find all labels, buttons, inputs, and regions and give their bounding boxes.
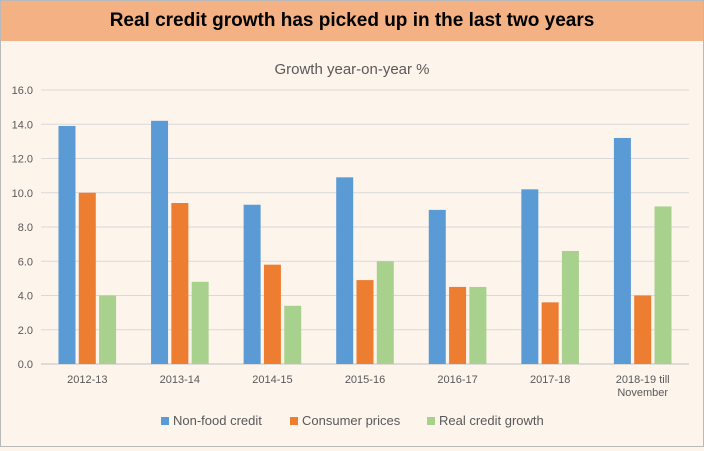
x-tick-label: 2014-15 bbox=[252, 374, 292, 386]
y-tick-label: 10.0 bbox=[12, 188, 33, 200]
chart-title: Growth year-on-year % bbox=[274, 61, 429, 78]
legend: Non-food credit Consumer prices Real credi… bbox=[161, 413, 544, 428]
bar-consumer-prices bbox=[78, 192, 96, 364]
y-tick-label: 2.0 bbox=[18, 325, 33, 337]
x-tick-label: 2018-19 till bbox=[616, 374, 670, 386]
y-tick-label: 4.0 bbox=[18, 291, 33, 303]
bar-real-credit-growth bbox=[284, 305, 302, 364]
bar-consumer-prices bbox=[263, 264, 281, 364]
y-tick-label: 6.0 bbox=[18, 256, 33, 268]
bar-non-food-credit bbox=[613, 137, 631, 364]
x-tick-label: 2016-17 bbox=[437, 374, 477, 386]
x-tick-label: 2013-14 bbox=[160, 374, 200, 386]
legend-swatch bbox=[290, 417, 298, 425]
y-tick-label: 16.0 bbox=[12, 85, 33, 97]
bar-chart: Growth year-on-year % 0.0 2.0 4.0 6.0 8.0 10.… bbox=[12, 61, 689, 428]
gridlines bbox=[41, 89, 689, 365]
bar-real-credit-growth bbox=[99, 295, 117, 364]
bar-consumer-prices bbox=[541, 302, 559, 364]
y-axis: 0.0 2.0 4.0 6.0 8.0 10.0 12.0 14.0 16.0 bbox=[12, 85, 33, 371]
bar-non-food-credit bbox=[336, 177, 354, 364]
x-tick-label: 2012-13 bbox=[67, 374, 107, 386]
bar-real-credit-growth bbox=[654, 206, 672, 364]
y-tick-label: 14.0 bbox=[12, 119, 33, 131]
y-tick-label: 8.0 bbox=[18, 222, 33, 234]
bar-real-credit-growth bbox=[191, 281, 209, 364]
x-tick-label: 2015-16 bbox=[345, 374, 385, 386]
chart-area: Growth year-on-year % 0.0 2.0 4.0 6.0 8.0 10.… bbox=[1, 41, 703, 446]
bar-consumer-prices bbox=[634, 295, 652, 364]
y-tick-label: 0.0 bbox=[18, 359, 33, 371]
legend-swatch bbox=[161, 417, 169, 425]
bar-real-credit-growth bbox=[469, 286, 487, 364]
bar-real-credit-growth bbox=[561, 250, 579, 364]
bar-consumer-prices bbox=[171, 203, 189, 364]
bar-consumer-prices bbox=[356, 280, 374, 364]
banner-title: Real credit growth has picked up in the … bbox=[1, 1, 703, 41]
bars bbox=[58, 120, 672, 365]
bar-real-credit-growth bbox=[376, 261, 394, 364]
bar-non-food-credit bbox=[58, 125, 76, 365]
bar-non-food-credit bbox=[243, 204, 261, 364]
legend-label: Consumer prices bbox=[302, 413, 401, 428]
y-tick-label: 12.0 bbox=[12, 154, 33, 166]
legend-label: Real credit growth bbox=[439, 413, 544, 428]
x-axis: 2012-13 2013-14 2014-15 2015-16 2016-17 2017-… bbox=[67, 374, 670, 399]
bar-non-food-credit bbox=[521, 189, 539, 364]
legend-swatch bbox=[427, 417, 435, 425]
bar-non-food-credit bbox=[151, 120, 169, 364]
bar-consumer-prices bbox=[449, 286, 467, 364]
x-tick-label: November bbox=[617, 387, 668, 399]
legend-label: Non-food credit bbox=[173, 413, 262, 428]
x-tick-label: 2017-18 bbox=[530, 374, 570, 386]
bar-non-food-credit bbox=[428, 209, 446, 364]
